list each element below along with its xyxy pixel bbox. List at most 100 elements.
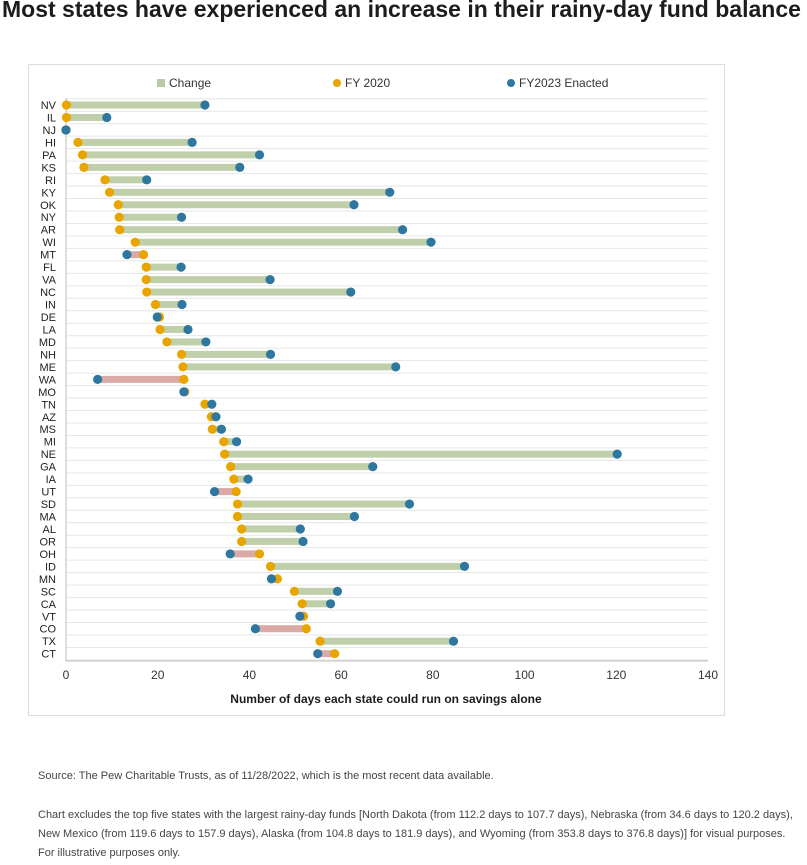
state-label: MA: [40, 512, 57, 524]
fy2020-marker: [100, 175, 110, 185]
fy2023-marker: [397, 225, 408, 235]
state-label: NH: [40, 349, 56, 361]
fy2023-marker: [93, 374, 103, 384]
change-bar: [255, 625, 307, 633]
change-bar: [294, 587, 338, 595]
change-bar: [119, 226, 403, 234]
fy2023-marker: [612, 449, 622, 459]
fy2020-marker: [315, 636, 325, 646]
state-label: AR: [41, 225, 56, 237]
state-label: NC: [40, 287, 56, 299]
x-tick-label: 0: [63, 668, 70, 682]
state-label: ME: [40, 362, 57, 374]
state-label: NE: [41, 449, 56, 461]
fy2023-marker: [459, 561, 470, 571]
fy2020-marker: [179, 374, 189, 384]
change-bar: [317, 650, 335, 658]
change-bar: [302, 600, 331, 608]
fy2020-marker: [178, 362, 188, 372]
legend-swatch: [507, 79, 515, 87]
state-label: CO: [40, 624, 57, 636]
state-label: IA: [46, 474, 57, 486]
state-label: NV: [41, 100, 57, 112]
fy2023-marker: [211, 412, 221, 422]
fy2023-marker: [385, 187, 395, 197]
state-label: MD: [39, 337, 56, 349]
fy2020-marker: [104, 187, 115, 197]
fy2023-marker: [349, 511, 360, 522]
state-label: UT: [41, 487, 56, 499]
chart-frame: Change FY 2020 FY2023 Enacted NV IL NJ HI PA KS…: [28, 64, 725, 716]
fy2020-marker: [207, 424, 217, 434]
fy2023-marker: [235, 162, 245, 172]
fy2020-marker: [155, 324, 165, 335]
state-label: MS: [40, 424, 57, 436]
fy2020-marker: [79, 162, 89, 172]
fy2023-marker: [176, 262, 186, 272]
change-bar: [233, 475, 249, 483]
change-bar: [104, 176, 147, 184]
fy2020-marker: [226, 462, 236, 472]
fy2023-marker: [207, 399, 217, 409]
fy2023-marker: [426, 237, 436, 247]
state-label: WI: [43, 237, 56, 249]
state-label: CA: [41, 599, 57, 611]
change-bar: [146, 263, 182, 271]
fy2023-marker: [346, 287, 356, 297]
legend-item: FY2023 Enacted: [507, 76, 608, 90]
fy2020-marker: [330, 649, 340, 659]
fy2020-marker: [220, 449, 230, 459]
fy2020-marker: [61, 112, 72, 123]
state-label: CT: [41, 649, 56, 661]
fy2020-marker: [130, 237, 140, 247]
fy2020-marker: [231, 486, 241, 497]
chart-grid: [65, 98, 708, 662]
state-label: MT: [40, 250, 56, 262]
state-label: MN: [39, 574, 56, 586]
fy2023-marker: [332, 586, 343, 596]
fy2023-marker: [391, 362, 401, 372]
change-bar: [126, 251, 144, 259]
fy2020-marker: [141, 262, 151, 272]
fy2020-marker: [115, 225, 125, 235]
fy2020-marker: [141, 274, 151, 285]
legend-swatch: [157, 79, 165, 87]
x-tick-label: 80: [426, 668, 440, 682]
fy2023-marker: [448, 636, 459, 646]
change-bar: [97, 375, 184, 383]
legend-label: Change: [169, 76, 211, 90]
state-label: KS: [41, 162, 56, 174]
fy2023-marker: [265, 349, 276, 359]
fy2023-marker: [122, 250, 132, 260]
change-bar: [77, 138, 193, 146]
state-label: OR: [40, 536, 57, 548]
legend-label: FY2023 Enacted: [519, 76, 608, 90]
change-bar: [166, 338, 206, 346]
fy2023-marker: [295, 611, 305, 621]
state-label: MO: [38, 387, 56, 399]
fy2020-marker: [114, 212, 124, 222]
state-label: IL: [47, 112, 56, 124]
fy2023-marker: [177, 299, 187, 310]
state-label: VT: [42, 611, 56, 623]
state-label: AL: [43, 524, 56, 536]
change-bar: [146, 288, 351, 296]
fy2020-marker: [73, 137, 83, 148]
change-bar: [83, 163, 240, 171]
x-axis-label: Number of days each state could run on s…: [230, 692, 542, 706]
change-bar: [223, 438, 237, 446]
fy2023-marker: [349, 200, 359, 210]
change-bar: [160, 325, 188, 333]
change-bar: [146, 276, 271, 284]
x-tick-label: 20: [151, 668, 165, 682]
change-bars: [66, 101, 618, 658]
state-labels: NVILNJHIPAKSRIKYOKNYARWIMTFLVANCINDELAMD…: [38, 100, 56, 661]
change-bar: [109, 188, 390, 196]
state-label: SC: [41, 586, 56, 598]
fy2023-marker: [266, 574, 277, 584]
state-label: HI: [45, 137, 56, 149]
change-bar: [135, 238, 432, 246]
fy2020-marker: [77, 150, 88, 160]
fy2023-marker: [265, 274, 275, 285]
state-label: ID: [45, 561, 56, 573]
